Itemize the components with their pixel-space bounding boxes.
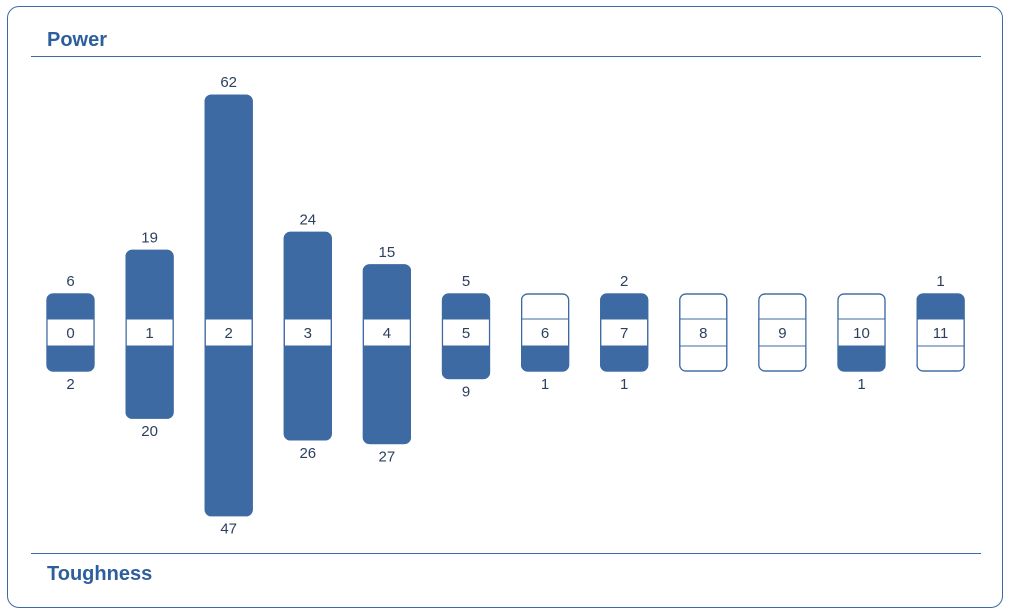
category-label: 11 — [933, 325, 949, 342]
column-border — [283, 231, 332, 441]
category-band — [916, 318, 965, 347]
category-label: 4 — [383, 325, 391, 342]
category-label: 5 — [462, 325, 470, 342]
category-band — [362, 318, 411, 347]
toughness-value-label: 1 — [620, 376, 628, 393]
column-5: 5 5 9 — [441, 273, 491, 400]
power-value-label: 1 — [936, 273, 944, 290]
power-value-label: 6 — [66, 273, 74, 290]
power-bar — [284, 232, 332, 325]
column-0: 0 6 2 — [46, 273, 95, 393]
power-bar — [126, 250, 174, 325]
toughness-bar — [284, 340, 332, 440]
column-border — [362, 264, 411, 445]
column-10: 10 1 — [837, 293, 886, 393]
toughness-bar — [442, 340, 490, 379]
column-9: 9 — [758, 293, 807, 372]
power-value-label: 5 — [462, 273, 470, 290]
category-label: 1 — [145, 325, 153, 342]
column-4: 4 15 27 — [362, 244, 411, 465]
toughness-bar — [838, 340, 885, 371]
column-border — [125, 249, 174, 419]
category-label: 0 — [66, 325, 74, 342]
column-2: 2 62 47 — [204, 74, 253, 538]
category-label: 9 — [778, 325, 786, 342]
toughness-value-label: 1 — [541, 376, 549, 393]
toughness-bar — [205, 340, 253, 516]
toughness-bar — [47, 340, 94, 371]
column-border — [204, 94, 253, 517]
category-band — [837, 318, 886, 347]
power-bar — [47, 294, 94, 325]
column-border — [758, 293, 807, 372]
category-label: 2 — [225, 325, 233, 342]
power-value-label: 19 — [141, 229, 158, 246]
toughness-value-label: 9 — [462, 383, 470, 400]
toughness-bar — [600, 340, 648, 371]
toughness-value-label: 20 — [141, 423, 158, 440]
top-divider — [31, 56, 981, 57]
toughness-bar — [521, 340, 569, 371]
power-value-label: 62 — [220, 74, 237, 91]
power-bar — [442, 294, 490, 325]
column-border — [916, 293, 965, 372]
toughness-value-label: 1 — [857, 376, 865, 393]
toughness-value-label: 26 — [299, 445, 316, 462]
category-label: 3 — [304, 325, 312, 342]
column-border — [600, 293, 649, 372]
toughness-value-label: 27 — [379, 448, 396, 465]
power-heading: Power — [47, 29, 108, 51]
column-6: 61 — [520, 293, 570, 393]
column-8: 8 — [679, 293, 728, 372]
column-border — [441, 293, 491, 380]
power-bar — [205, 95, 253, 326]
column-border — [837, 293, 886, 372]
power-bar — [363, 264, 411, 325]
category-label: 8 — [699, 325, 707, 342]
category-band — [521, 318, 570, 347]
toughness-bar — [363, 340, 411, 444]
toughness-value-label: 2 — [66, 376, 74, 393]
category-label: 10 — [853, 325, 870, 342]
category-band — [204, 318, 253, 347]
column-border — [679, 293, 728, 372]
power-value-label: 15 — [379, 244, 396, 261]
power-value-label: 24 — [299, 211, 316, 228]
toughness-value-label: 47 — [220, 521, 237, 538]
power-value-label: 2 — [620, 273, 628, 290]
column-border — [520, 293, 570, 372]
category-band — [600, 318, 649, 347]
column-11: 111 — [916, 273, 965, 372]
bottom-divider — [31, 553, 981, 554]
category-label: 6 — [541, 325, 549, 342]
category-band — [283, 318, 332, 347]
category-label: 7 — [620, 325, 628, 342]
column-7: 7 2 1 — [600, 273, 649, 393]
toughness-heading: Toughness — [47, 563, 153, 585]
column-3: 3 24 26 — [283, 211, 332, 462]
category-band — [125, 318, 174, 347]
column-1: 1 19 20 — [125, 229, 174, 440]
toughness-bar — [126, 340, 174, 419]
power-bar — [917, 294, 965, 325]
power-bar — [600, 294, 648, 325]
column-border — [46, 293, 95, 372]
